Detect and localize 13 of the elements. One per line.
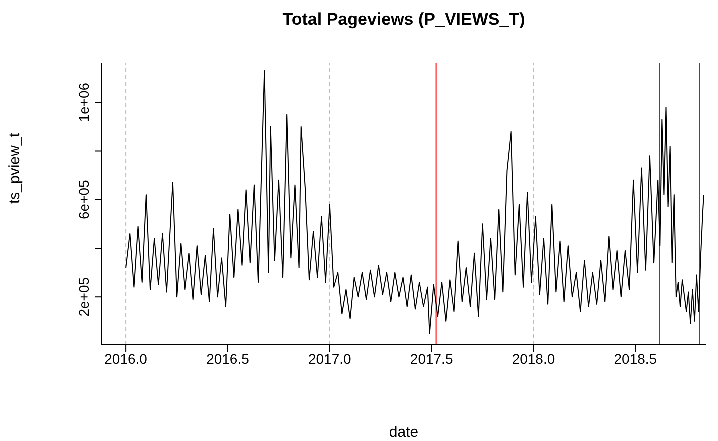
y-tick-label: 6e+05 [76,180,92,220]
y-axis-title: ts_pview_t [6,132,24,204]
x-axis-title: date [389,424,419,441]
x-tick-label: 2017.0 [308,350,352,367]
chart-title: Total Pageviews (P_VIEWS_T) [282,10,526,30]
x-tick-label: 2018.0 [512,350,556,367]
x-tick-label: 2017.5 [410,350,454,367]
x-tick-label: 2016.5 [206,350,250,367]
line-series [126,70,704,334]
y-tick-label: 1e+06 [76,82,92,122]
x-tick-label: 2016.0 [104,350,148,367]
x-tick-label: 2018.5 [614,350,658,367]
y-tick-label: 2e+05 [76,277,92,317]
